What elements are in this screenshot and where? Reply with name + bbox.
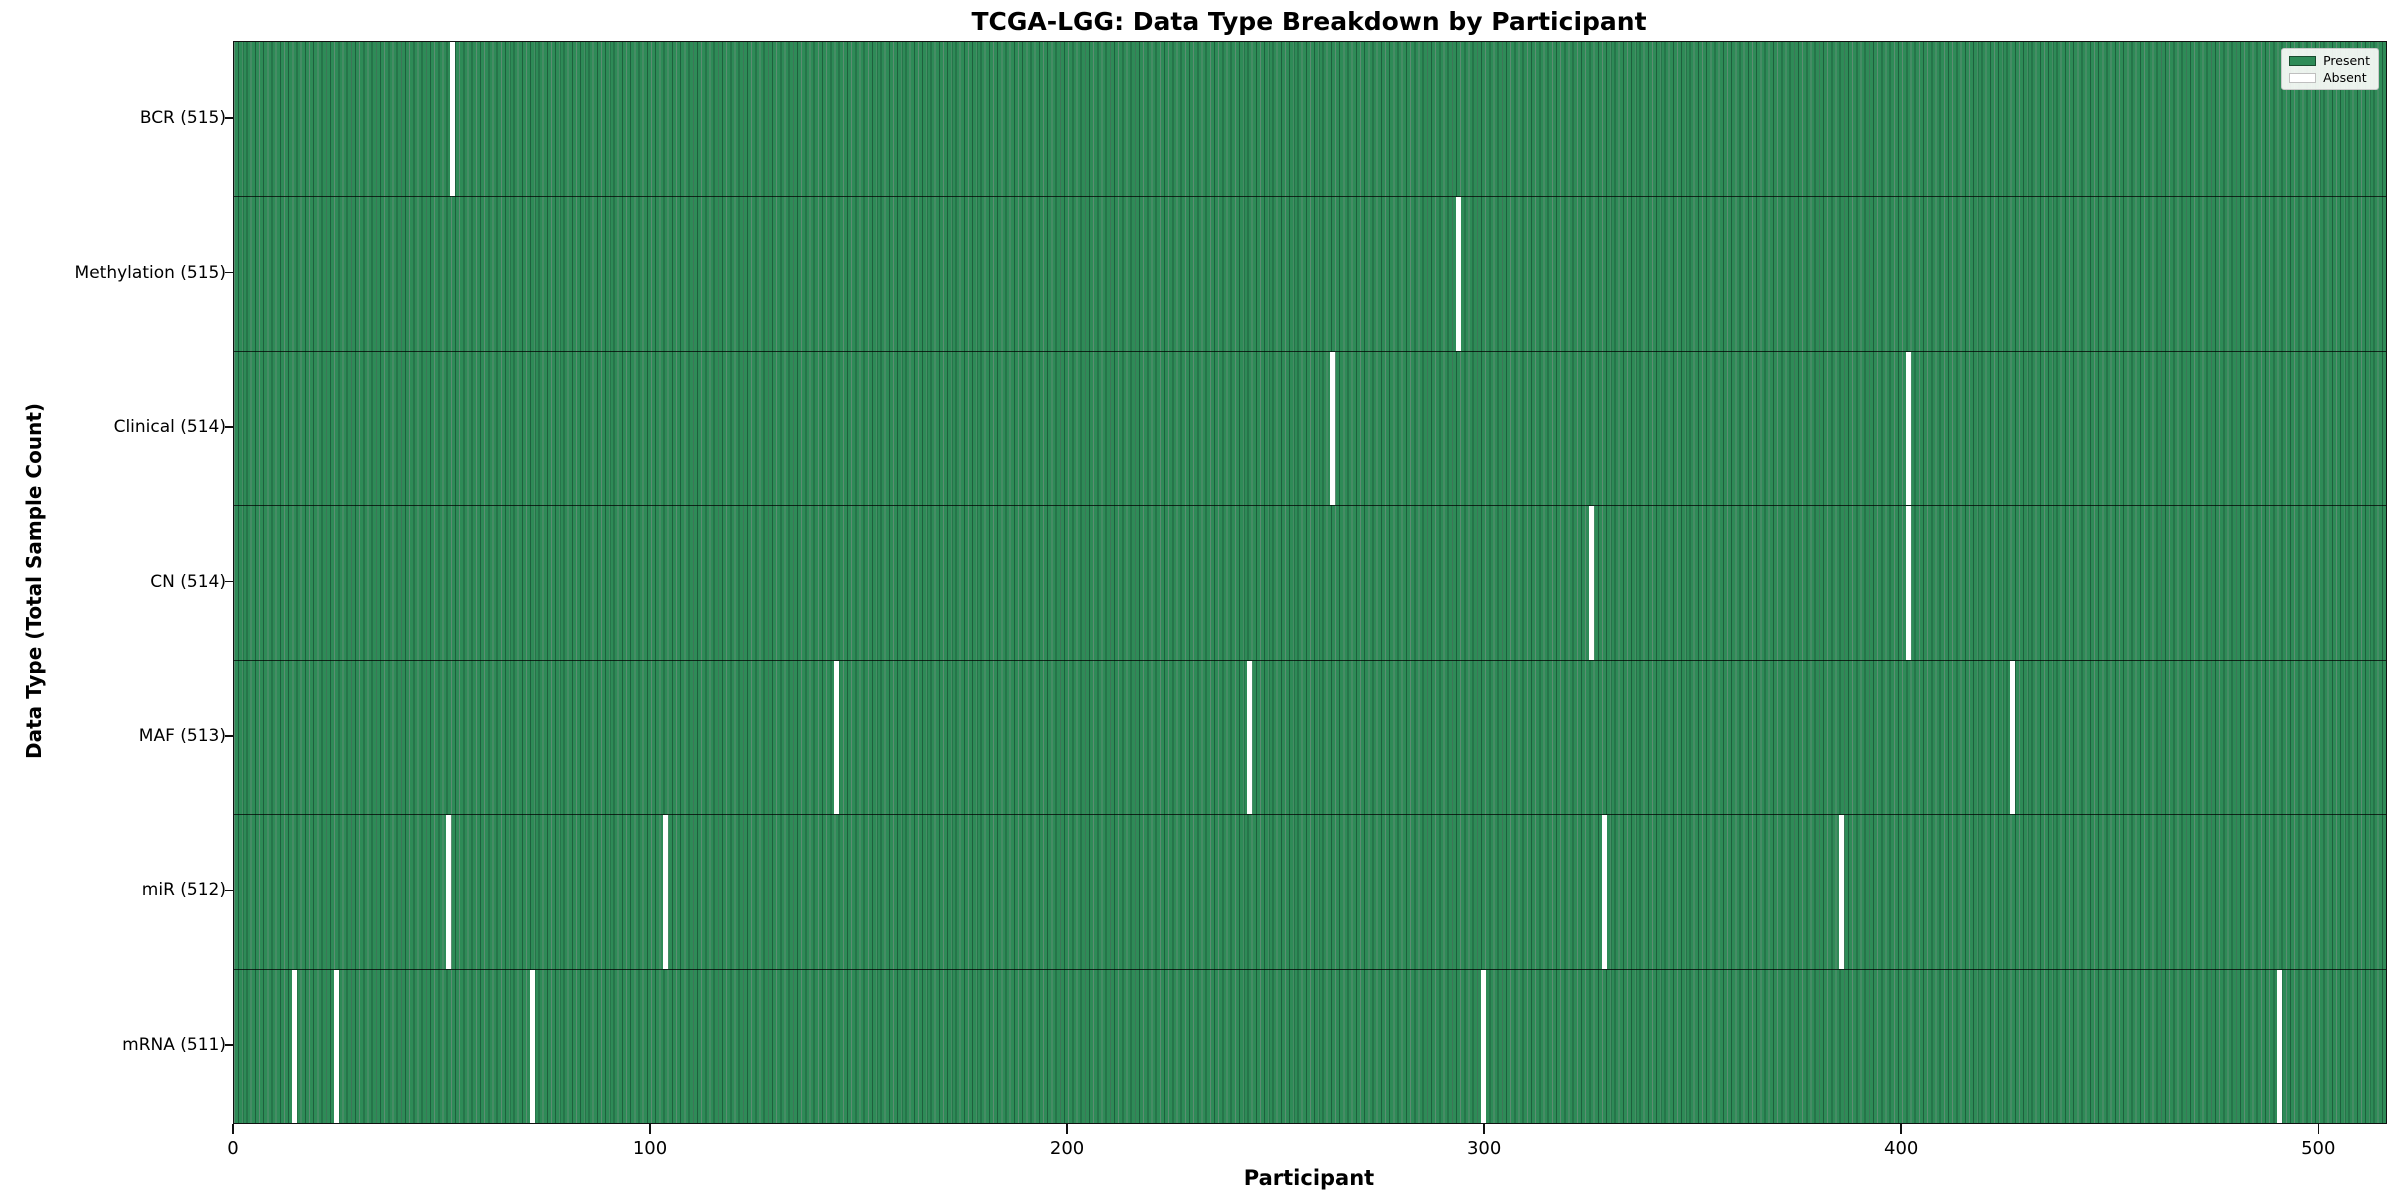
x-tick-mark bbox=[2317, 1124, 2320, 1134]
row-BCR bbox=[234, 42, 2386, 197]
x-tick-label-400: 400 bbox=[1884, 1138, 1919, 1159]
row-CN bbox=[234, 505, 2386, 660]
absent-gap-MAF-144 bbox=[834, 660, 840, 815]
absent-gap-Clinical-263 bbox=[1330, 351, 1336, 506]
x-axis-title: Participant bbox=[1243, 1166, 1375, 1190]
y-tick-label-miR: miR (512) bbox=[141, 880, 226, 901]
row-mRNA bbox=[234, 968, 2386, 1123]
absent-gap-mRNA-71 bbox=[529, 969, 535, 1123]
absent-gap-MAF-426 bbox=[2010, 660, 2016, 815]
y-tick-mark bbox=[225, 426, 234, 428]
absent-gap-CN-325 bbox=[1589, 506, 1594, 660]
x-tick-mark bbox=[649, 1124, 651, 1134]
legend: Present Absent bbox=[2281, 48, 2379, 90]
absent-gap-Methylation-293 bbox=[1455, 197, 1461, 351]
absent-gap-mRNA-299 bbox=[1480, 969, 1486, 1123]
plot-area: Present Absent bbox=[233, 41, 2387, 1124]
row-Clinical bbox=[234, 350, 2386, 506]
x-tick-mark bbox=[232, 1124, 234, 1134]
present-swatch-icon bbox=[2289, 55, 2317, 66]
y-tick-label-MAF: MAF (513) bbox=[138, 725, 226, 746]
y-tick-mark bbox=[225, 735, 234, 737]
x-tick-label-500: 500 bbox=[2301, 1138, 2336, 1159]
legend-label-absent: Absent bbox=[2323, 70, 2367, 85]
legend-item-absent: Absent bbox=[2289, 71, 2370, 84]
absent-gap-miR-51 bbox=[446, 815, 452, 969]
y-tick-label-Clinical: Clinical (514) bbox=[113, 417, 226, 438]
legend-item-present: Present bbox=[2289, 54, 2370, 67]
legend-label-present: Present bbox=[2323, 53, 2370, 68]
y-tick-mark bbox=[225, 580, 234, 583]
y-tick-label-CN: CN (514) bbox=[150, 571, 226, 592]
absent-gap-CN-401 bbox=[1905, 506, 1911, 660]
absent-gap-mRNA-14 bbox=[291, 969, 297, 1123]
x-tick-mark bbox=[1900, 1124, 1902, 1134]
absent-gap-mRNA-24 bbox=[333, 969, 339, 1123]
x-tick-label-300: 300 bbox=[1466, 1138, 1502, 1159]
absent-gap-BCR-52 bbox=[450, 42, 456, 197]
chart-title: TCGA-LGG: Data Type Breakdown by Partici… bbox=[971, 7, 1647, 36]
y-tick-mark bbox=[225, 117, 234, 119]
x-tick-label-100: 100 bbox=[632, 1138, 668, 1159]
x-tick-label-200: 200 bbox=[1049, 1138, 1085, 1159]
y-tick-label-Methylation: Methylation (515) bbox=[74, 262, 226, 283]
y-tick-label-BCR: BCR (515) bbox=[139, 108, 226, 129]
row-Methylation bbox=[234, 196, 2386, 351]
y-tick-mark bbox=[225, 271, 234, 274]
row-miR bbox=[234, 814, 2386, 969]
absent-gap-miR-103 bbox=[663, 815, 669, 969]
absent-gap-miR-328 bbox=[1601, 815, 1607, 969]
x-tick-label-0: 0 bbox=[227, 1138, 239, 1159]
absent-swatch-icon bbox=[2289, 72, 2317, 83]
y-tick-mark bbox=[225, 889, 234, 892]
x-tick-mark bbox=[1483, 1124, 1485, 1134]
absent-gap-Clinical-401 bbox=[1905, 351, 1911, 506]
x-tick-mark bbox=[1066, 1124, 1068, 1134]
row-MAF bbox=[234, 659, 2386, 815]
absent-gap-MAF-243 bbox=[1247, 660, 1252, 815]
y-tick-mark bbox=[225, 1044, 234, 1046]
absent-gap-mRNA-490 bbox=[2277, 969, 2283, 1123]
y-tick-label-mRNA: mRNA (511) bbox=[122, 1034, 226, 1055]
absent-gap-miR-385 bbox=[1839, 815, 1845, 969]
